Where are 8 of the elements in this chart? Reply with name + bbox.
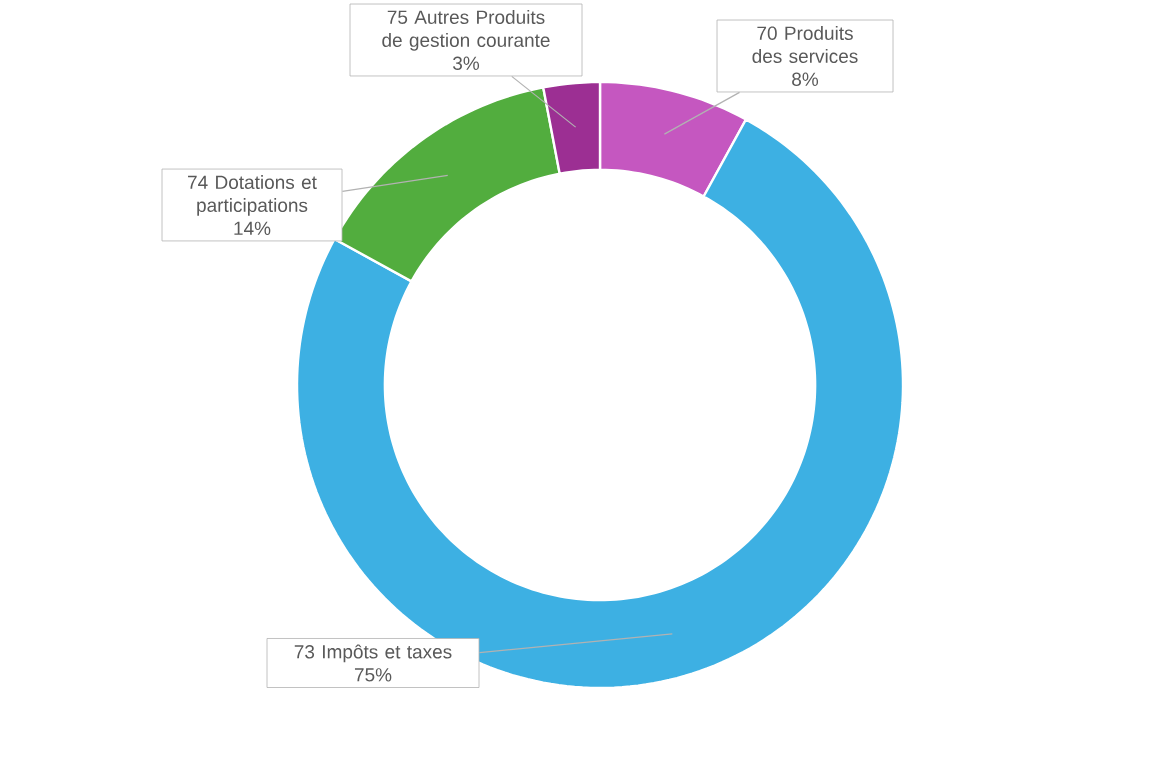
data-label: 8% [792,72,819,86]
slice-label: 73 Impôts et taxes [294,644,452,663]
data-label: 75% [354,668,392,682]
slice-label: 74 Dotations et participations [188,175,317,216]
slice-label: 75 Autres Produits de gestion courante [382,10,550,51]
slice-label: 70 Produits des services [752,26,858,63]
data-label: 14% [234,221,271,235]
data-label: 3% [453,56,480,70]
